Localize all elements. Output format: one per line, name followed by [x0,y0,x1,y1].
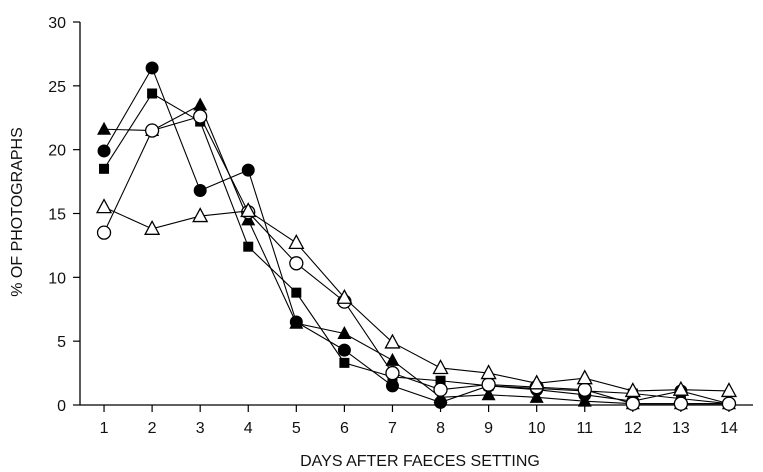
data-point [435,375,446,386]
data-point [144,219,161,235]
data-point [576,369,593,385]
data-point [624,382,641,398]
data-point [720,382,738,398]
x-tick-label: 3 [196,420,205,437]
series-line [103,92,730,405]
data-point [288,233,305,250]
x-tick-label: 10 [528,420,546,437]
data-point [337,343,351,357]
x-tick-label: 9 [484,420,493,437]
data-point [289,256,304,271]
data-point [97,121,112,135]
data-point [721,396,737,411]
data-point [147,88,158,99]
x-tick-label: 2 [148,420,157,437]
x-tick-label: 7 [388,420,397,437]
data-point [481,387,496,401]
data-point [385,365,400,381]
data-point [193,97,208,111]
data-point [384,333,401,349]
data-point [339,357,350,368]
y-axis-title: % OF PHOTOGRAPHS [9,127,26,297]
series-4 [96,109,737,411]
data-point [289,315,304,329]
data-point [243,241,254,252]
data-point [625,396,640,411]
data-point [385,379,399,393]
x-tick-label: 1 [100,420,109,437]
data-point [97,144,111,158]
x-tick-label: 12 [624,420,642,437]
data-point [672,380,689,396]
y-tick-label: 5 [57,334,66,351]
x-tick-label: 8 [436,420,445,437]
data-point [192,207,209,223]
x-tick-label: 11 [576,420,593,437]
x-tick-label: 14 [720,420,738,437]
y-tick-label: 0 [57,398,66,415]
series-line [103,206,729,392]
series-line [103,66,730,405]
series-3 [97,97,736,410]
data-point [337,326,352,340]
data-point [193,109,208,124]
data-point [145,61,159,75]
data-point [529,389,544,403]
data-point [385,352,400,366]
data-point [95,198,113,214]
data-point [241,163,255,177]
y-tick-label: 30 [48,15,66,32]
series-layer [95,61,738,411]
data-point [528,374,545,390]
x-axis-title: DAYS AFTER FAECES SETTING [300,453,540,470]
data-point [336,288,353,304]
data-point [144,123,160,138]
data-point [433,382,448,397]
data-point [193,184,207,198]
data-point [99,163,110,174]
y-tick-label: 15 [48,207,66,224]
data-point [481,377,496,392]
data-point [577,382,592,397]
data-point [577,393,592,407]
series-line [104,104,729,405]
y-tick-label: 10 [48,270,66,287]
y-tick-label: 25 [48,79,66,96]
series-5 [95,198,738,398]
x-tick-label: 5 [292,420,301,437]
data-point [291,287,302,298]
data-point [673,396,689,411]
x-tick-label: 6 [340,420,349,437]
data-point [432,359,449,375]
data-point [96,225,112,240]
x-tick-label: 4 [244,420,253,437]
x-tick-label: 13 [672,420,690,437]
series-1 [97,61,736,411]
data-point [480,364,497,380]
y-tick-label: 20 [48,143,66,160]
series-2 [99,88,734,409]
series-line [103,115,729,405]
data-point [240,202,257,218]
